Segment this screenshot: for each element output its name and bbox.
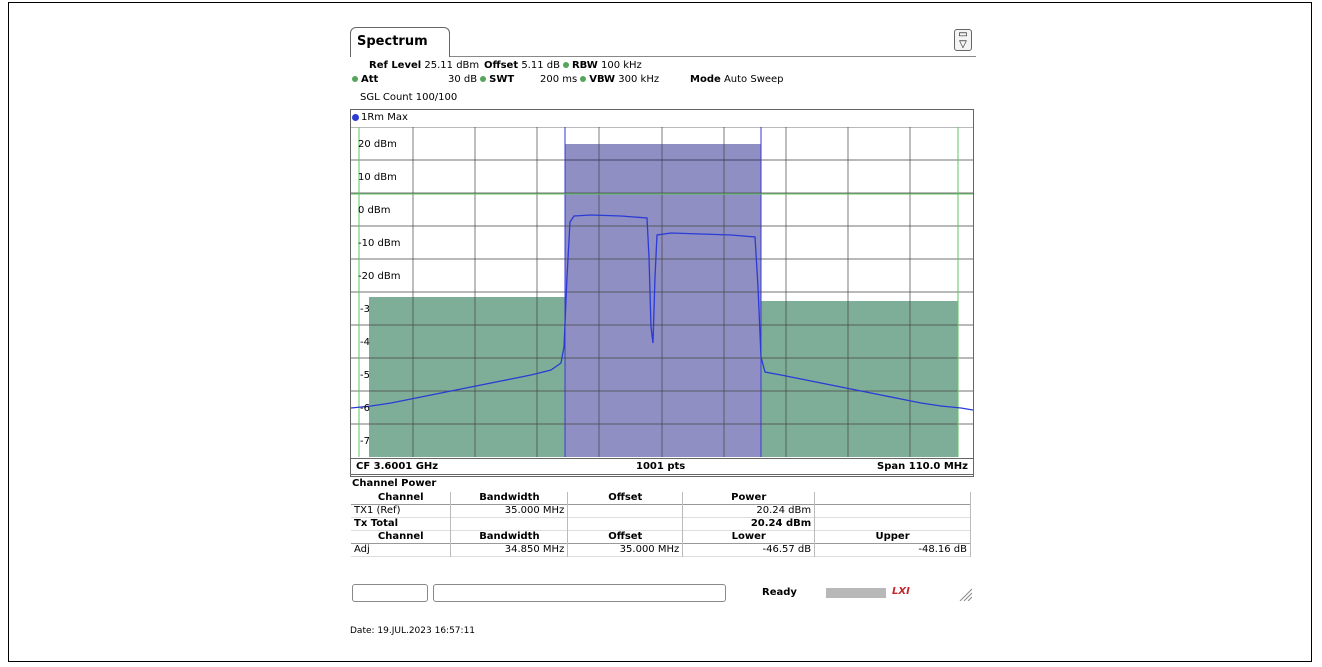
status-field-left[interactable] [352, 584, 428, 602]
lxi-logo: LXI [892, 586, 910, 597]
header-cell: Power [682, 492, 816, 505]
screenshot-frame [8, 2, 1312, 662]
table-cell [567, 504, 684, 518]
y-label-9: -7 [360, 436, 370, 447]
tab-divider [450, 56, 976, 57]
header-cell: Upper [814, 530, 971, 544]
status-dot-icon [580, 75, 587, 82]
channel-power-table: Channel Bandwidth Offset Power TX1 (Ref)… [351, 492, 971, 557]
y-label-0: 20 dBm [358, 139, 397, 150]
table-cell [814, 517, 971, 531]
tab-spectrum[interactable]: Spectrum [350, 27, 450, 57]
swt-value: 200 ms [540, 74, 578, 85]
y-label-1: 10 dBm [358, 172, 397, 183]
table-header-row: Channel Bandwidth Offset Power [351, 492, 971, 505]
table-cell: 34.850 MHz [450, 543, 569, 557]
adjacent-channel-lower-region [369, 297, 565, 457]
y-label-5: -3 [360, 304, 370, 315]
offset-param: Offset 5.11 dB RBW 100 kHz [484, 60, 642, 71]
header-cell: Bandwidth [450, 492, 569, 505]
tab-label: Spectrum [357, 34, 428, 49]
mode-label: Mode [690, 74, 721, 85]
table-cell: -46.57 dB [682, 543, 816, 557]
sgl-count: SGL Count 100/100 [360, 92, 458, 103]
display-menu-icon[interactable]: ▭ ▽ [954, 29, 972, 51]
ref-level-value: 25.11 dBm [424, 60, 480, 71]
status-dot-icon [480, 75, 487, 82]
header-cell: Offset [567, 492, 684, 505]
header-cell: Lower [682, 530, 816, 544]
tx-channel-region [565, 144, 761, 457]
att-param: Att [352, 74, 378, 85]
offset-value: 5.11 dB [521, 60, 560, 71]
y-label-6: -4 [360, 337, 370, 348]
status-dot-icon [562, 61, 569, 68]
table-cell: Tx Total [351, 517, 452, 531]
att-value: 30 dB [448, 74, 478, 85]
grid-lines [351, 127, 973, 457]
header-cell: Channel [351, 530, 452, 544]
table-row: Tx Total 20.24 dBm [351, 517, 971, 531]
swt-label: SWT [489, 74, 515, 85]
trace-label: 1Rm Max [352, 112, 408, 123]
swt-value-param: 200 ms VBW 300 kHz [540, 74, 659, 85]
channel-power-title: Channel Power [352, 478, 437, 489]
table-row: Adj 34.850 MHz 35.000 MHz -46.57 dB -48.… [351, 543, 971, 557]
spectrum-plot[interactable] [351, 127, 973, 457]
vbw-value: 300 kHz [618, 74, 660, 85]
att-label: Att [361, 74, 379, 85]
table-cell [450, 517, 569, 531]
ref-level-param: Ref Level 25.11 dBm [369, 60, 479, 71]
trace-dot-icon [352, 113, 359, 121]
header-cell: Bandwidth [450, 530, 569, 544]
offset-label: Offset [484, 60, 519, 71]
table-cell: Adj [351, 543, 452, 557]
table-cell: 20.24 dBm [682, 517, 816, 531]
y-label-4: -20 dBm [358, 271, 401, 282]
trace-label-text: 1Rm Max [361, 112, 408, 123]
header-cell: Channel [351, 492, 452, 505]
progress-bar [826, 588, 886, 598]
header-cell: Offset [567, 530, 684, 544]
y-label-8: -6 [360, 403, 370, 414]
table-cell: 35.000 MHz [567, 543, 684, 557]
y-label-7: -5 [360, 370, 370, 381]
table-row: TX1 (Ref) 35.000 MHz 20.24 dBm [351, 504, 971, 518]
resize-grip-icon[interactable] [956, 585, 972, 601]
ref-level-label: Ref Level [369, 60, 422, 71]
timestamp: Date: 19.JUL.2023 16:57:11 [350, 626, 476, 636]
status-dot-icon [352, 75, 358, 82]
header-cell [814, 492, 971, 505]
table-cell [814, 504, 971, 518]
ready-status: Ready [762, 587, 797, 598]
table-cell: 35.000 MHz [450, 504, 569, 518]
max-hold-trace [351, 214, 973, 411]
vbw-label: VBW [589, 74, 616, 85]
table-cell [567, 517, 684, 531]
att-value-param: 30 dB SWT [448, 74, 514, 85]
table-cell: -48.16 dB [814, 543, 971, 557]
table-cell: TX1 (Ref) [351, 504, 452, 518]
table-header-row: Channel Bandwidth Offset Lower Upper [351, 530, 971, 544]
rbw-value: 100 kHz [600, 60, 642, 71]
span: Span 110.0 MHz [877, 461, 968, 472]
center-frequency: CF 3.6001 GHz [356, 461, 439, 472]
mode-value: Auto Sweep [723, 74, 784, 85]
status-field-message[interactable] [433, 584, 726, 602]
y-label-3: -10 dBm [358, 238, 401, 249]
sweep-info-bar: CF 3.6001 GHz 1001 pts Span 110.0 MHz [350, 458, 974, 475]
sweep-points: 1001 pts [636, 461, 686, 472]
y-label-2: 0 dBm [358, 205, 391, 216]
mode-param: Mode Auto Sweep [690, 74, 784, 85]
rbw-label: RBW [571, 60, 598, 71]
table-cell: 20.24 dBm [682, 504, 816, 518]
adjacent-channel-upper-region [761, 301, 958, 457]
